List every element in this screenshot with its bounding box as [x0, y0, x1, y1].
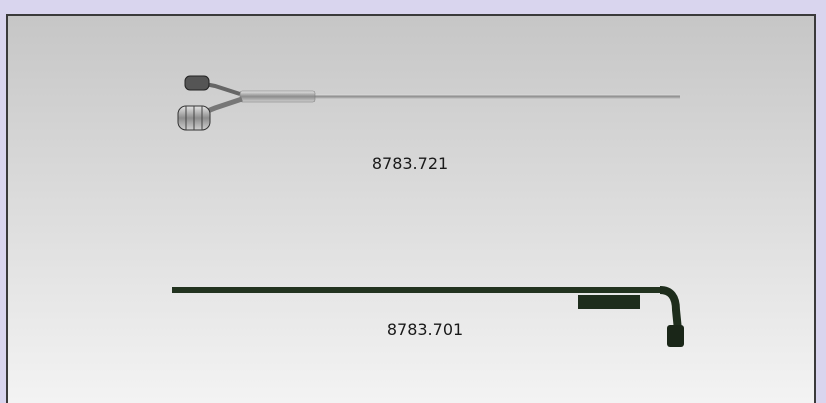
- panel: [7, 15, 815, 403]
- product-panel: 8783.721 8783.701: [0, 0, 826, 403]
- product-label: 8783.721: [372, 154, 448, 173]
- product-label: 8783.701: [387, 320, 463, 339]
- page: 8783.721 8783.701 (() => { const data = …: [0, 0, 826, 403]
